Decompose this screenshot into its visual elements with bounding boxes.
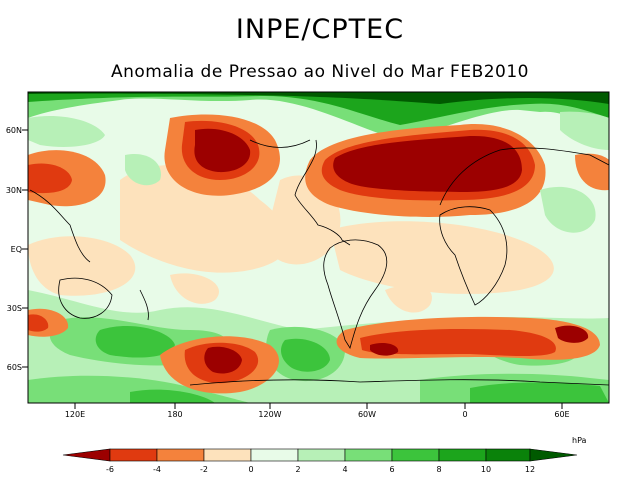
legend-swatch-0-2	[250, 448, 299, 462]
legend-tick: 0	[248, 465, 253, 474]
legend-swatch-neg2-0	[203, 448, 252, 462]
page-title: INPE/CPTEC	[235, 14, 405, 45]
legend-tick: -6	[106, 465, 114, 474]
legend-tick: 10	[481, 465, 491, 474]
lat-label-30s: 30S	[7, 304, 22, 313]
legend-tick: 2	[295, 465, 300, 474]
legend-swatch-neg4-neg2	[156, 448, 205, 462]
color-legend: hPa -6 -4 -2 0 2 4 6 8 10 12	[62, 436, 587, 474]
lat-label-60n: 60N	[6, 126, 22, 135]
map-subtitle: Anomalia de Pressao ao Nivel do Mar FEB2…	[111, 62, 529, 82]
legend-tick: -4	[153, 465, 161, 474]
legend-tick: 8	[436, 465, 441, 474]
legend-swatch-8-10	[438, 448, 487, 462]
map-frame	[27, 91, 610, 404]
lat-label-30n: 30N	[6, 186, 22, 195]
legend-swatch-6-8	[391, 448, 440, 462]
legend-swatch-4-6	[344, 448, 393, 462]
anomaly-field	[28, 92, 609, 403]
legend-tick: 12	[525, 465, 535, 474]
legend-swatch-neg6-neg4	[109, 448, 158, 462]
lon-label-120w: 120W	[258, 410, 281, 419]
legend-swatch-lt-neg6	[62, 448, 111, 462]
lat-label-60s: 60S	[7, 363, 22, 372]
axis-ticks	[22, 129, 563, 409]
legend-swatch-gt-12	[529, 448, 578, 462]
lon-label-0: 0	[462, 410, 467, 419]
legend-tick: -2	[200, 465, 208, 474]
lon-label-60e: 60E	[554, 410, 569, 419]
legend-unit: hPa	[572, 436, 587, 445]
legend-tick: 4	[342, 465, 347, 474]
lon-label-60w: 60W	[358, 410, 376, 419]
lon-label-120e: 120E	[65, 410, 85, 419]
lat-label-eq: EQ	[11, 245, 22, 254]
lon-label-180: 180	[167, 410, 182, 419]
legend-swatch-10-12	[485, 448, 531, 462]
coastlines	[29, 139, 609, 386]
legend-swatch-2-4	[297, 448, 346, 462]
legend-tick: 6	[389, 465, 394, 474]
